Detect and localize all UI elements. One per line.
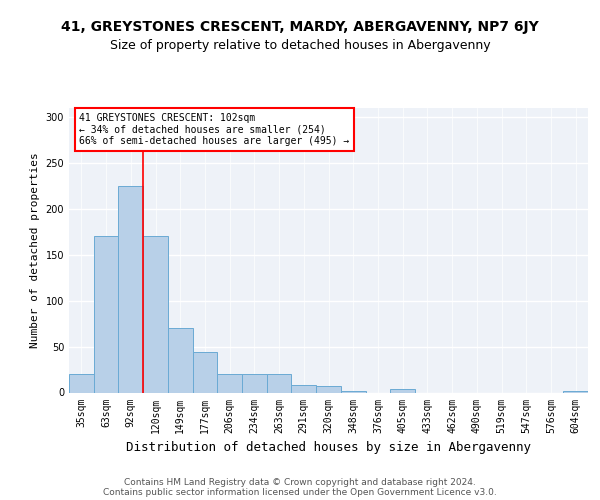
X-axis label: Distribution of detached houses by size in Abergavenny: Distribution of detached houses by size … — [126, 441, 531, 454]
Text: Size of property relative to detached houses in Abergavenny: Size of property relative to detached ho… — [110, 38, 490, 52]
Text: 41 GREYSTONES CRESCENT: 102sqm
← 34% of detached houses are smaller (254)
66% of: 41 GREYSTONES CRESCENT: 102sqm ← 34% of … — [79, 113, 350, 146]
Bar — [69, 374, 94, 392]
Bar — [143, 236, 168, 392]
Bar — [118, 186, 143, 392]
Bar — [341, 390, 365, 392]
Bar — [390, 389, 415, 392]
Bar — [242, 374, 267, 392]
Bar — [217, 374, 242, 392]
Bar — [193, 352, 217, 393]
Bar — [267, 374, 292, 392]
Text: Contains HM Land Registry data © Crown copyright and database right 2024.
Contai: Contains HM Land Registry data © Crown c… — [103, 478, 497, 497]
Bar — [168, 328, 193, 392]
Text: 41, GREYSTONES CRESCENT, MARDY, ABERGAVENNY, NP7 6JY: 41, GREYSTONES CRESCENT, MARDY, ABERGAVE… — [61, 20, 539, 34]
Bar — [292, 385, 316, 392]
Bar — [316, 386, 341, 392]
Bar — [563, 390, 588, 392]
Bar — [94, 236, 118, 392]
Y-axis label: Number of detached properties: Number of detached properties — [30, 152, 40, 348]
